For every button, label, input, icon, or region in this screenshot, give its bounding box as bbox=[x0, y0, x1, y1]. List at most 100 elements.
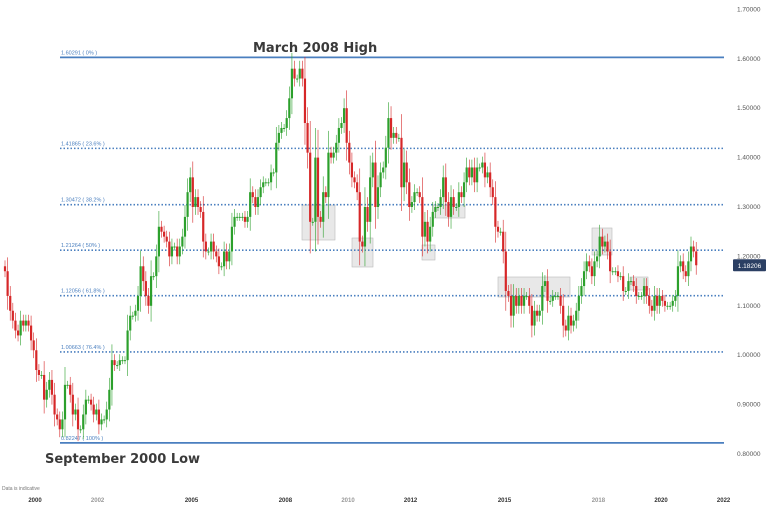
candle bbox=[416, 192, 419, 194]
y-tick-label: 0.90000 bbox=[737, 402, 761, 409]
candle bbox=[468, 167, 471, 178]
x-tick-label: 2000 bbox=[28, 498, 42, 504]
candle bbox=[103, 419, 106, 421]
candle bbox=[405, 162, 408, 183]
candle bbox=[588, 261, 591, 267]
candle bbox=[121, 360, 124, 362]
candle bbox=[303, 78, 307, 124]
candle bbox=[551, 295, 554, 301]
candle bbox=[178, 246, 181, 257]
candle bbox=[56, 414, 59, 420]
y-tick-label: 1.30000 bbox=[737, 204, 761, 211]
candle bbox=[194, 197, 197, 207]
candle bbox=[426, 221, 429, 242]
fib-label: 1.30472 ( 38.2% ) bbox=[61, 198, 105, 204]
candle bbox=[509, 295, 513, 316]
candle bbox=[207, 251, 210, 253]
candle bbox=[640, 295, 643, 297]
candle bbox=[335, 142, 338, 153]
fib-label: 0.82247 ( 100% ) bbox=[61, 436, 103, 442]
candle bbox=[199, 207, 202, 212]
fib-label: 1.41865 ( 23.6% ) bbox=[61, 141, 105, 147]
candle bbox=[629, 281, 633, 283]
candle bbox=[379, 172, 382, 188]
candle bbox=[22, 320, 25, 326]
candle bbox=[376, 187, 380, 207]
candle bbox=[288, 98, 291, 119]
candle bbox=[165, 236, 168, 242]
candle bbox=[24, 320, 27, 326]
candle bbox=[264, 182, 267, 184]
candle bbox=[476, 167, 479, 183]
candle bbox=[225, 251, 228, 262]
x-tick-label: 2020 bbox=[654, 498, 668, 504]
candle bbox=[533, 310, 536, 326]
candle bbox=[238, 216, 241, 218]
candle bbox=[603, 241, 607, 247]
candle bbox=[223, 251, 226, 267]
candle bbox=[674, 295, 677, 301]
candle bbox=[658, 295, 661, 306]
candle bbox=[481, 162, 484, 168]
candle bbox=[92, 404, 95, 415]
candle bbox=[337, 127, 340, 143]
candle bbox=[549, 300, 552, 302]
candle bbox=[389, 118, 393, 138]
candle bbox=[619, 276, 622, 278]
current-price-label: 1.18206 bbox=[738, 263, 762, 270]
candle bbox=[241, 216, 244, 218]
y-tick-label: 1.40000 bbox=[737, 155, 761, 162]
candle bbox=[173, 246, 176, 248]
candle bbox=[572, 320, 575, 326]
candle bbox=[345, 108, 348, 143]
candle bbox=[536, 310, 539, 316]
candle bbox=[256, 197, 260, 207]
candle bbox=[170, 246, 174, 257]
candle bbox=[494, 197, 497, 227]
candle bbox=[228, 251, 231, 262]
candle bbox=[489, 172, 492, 188]
candle bbox=[40, 374, 43, 376]
candle bbox=[382, 167, 385, 173]
candle bbox=[157, 226, 160, 257]
candle bbox=[277, 132, 280, 143]
x-tick-label: 2008 bbox=[279, 498, 293, 504]
candle bbox=[402, 162, 406, 188]
candle bbox=[69, 384, 72, 395]
candle bbox=[580, 286, 583, 296]
candle bbox=[598, 236, 601, 257]
candle bbox=[671, 300, 674, 306]
candle bbox=[575, 310, 578, 321]
candle bbox=[559, 295, 562, 306]
candle bbox=[298, 68, 301, 79]
candle bbox=[387, 118, 390, 148]
candle bbox=[168, 241, 171, 257]
candle bbox=[395, 132, 398, 138]
candle bbox=[251, 192, 254, 198]
candle bbox=[126, 330, 129, 361]
candle bbox=[87, 399, 90, 401]
candle bbox=[473, 167, 476, 183]
candle bbox=[400, 137, 403, 188]
candle bbox=[616, 271, 620, 277]
candle bbox=[692, 246, 695, 252]
footnote: Data is indicative bbox=[2, 486, 40, 492]
candle bbox=[609, 251, 612, 272]
candle bbox=[58, 419, 61, 430]
candle bbox=[374, 162, 377, 207]
candle bbox=[129, 315, 132, 331]
candle bbox=[590, 266, 593, 277]
x-tick-label: 2012 bbox=[404, 498, 418, 504]
candle bbox=[689, 246, 693, 262]
candle bbox=[110, 360, 114, 390]
candle bbox=[139, 266, 142, 296]
candle bbox=[97, 409, 101, 425]
candle bbox=[507, 290, 510, 296]
candle bbox=[520, 295, 523, 306]
candle bbox=[663, 300, 667, 306]
candle bbox=[486, 172, 489, 178]
candle bbox=[27, 320, 30, 326]
y-tick-label: 1.20000 bbox=[737, 253, 761, 260]
candle bbox=[186, 192, 189, 217]
